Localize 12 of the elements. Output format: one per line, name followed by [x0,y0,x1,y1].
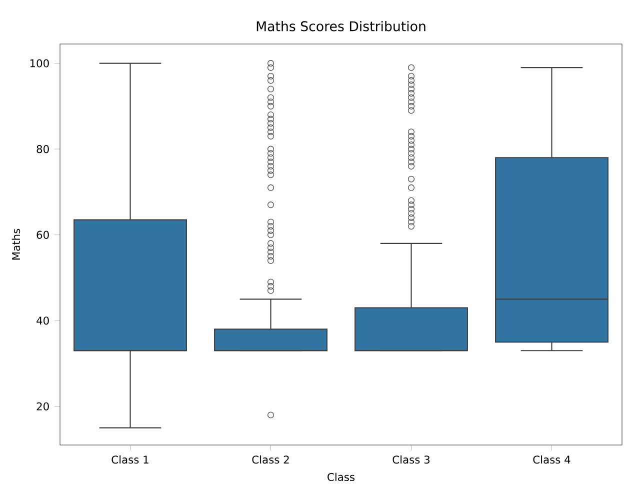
y-tick-label: 60 [36,230,49,239]
x-tick-label: Class 1 [112,455,148,464]
x-tick-label: Class 2 [252,455,289,464]
y-tick-label: 40 [36,316,49,325]
y-tick-label: 100 [30,59,49,68]
x-axis-title: Class [328,472,355,482]
y-axis-title: Maths [12,228,20,260]
y-tick-label: 20 [36,402,49,410]
chart-title: Maths Scores Distribution [256,20,426,32]
x-tick-label: Class 3 [392,455,430,464]
x-tick-label: Class 4 [533,455,570,464]
y-tick-label: 80 [36,145,49,154]
